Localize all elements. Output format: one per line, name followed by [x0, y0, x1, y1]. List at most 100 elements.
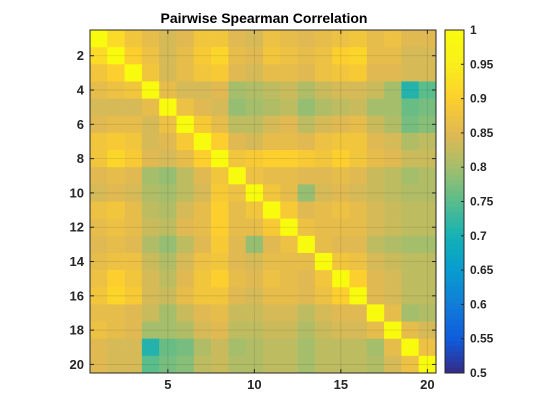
- heatmap-cell: [245, 184, 264, 202]
- heatmap-cell: [418, 338, 437, 357]
- heatmap-cell: [349, 64, 368, 82]
- colorbar-tick-label: 0.75: [470, 195, 494, 209]
- heatmap-cell: [90, 252, 108, 271]
- colorbar-segment: [445, 362, 464, 369]
- heatmap-cell: [141, 304, 160, 322]
- colorbar-segment: [445, 30, 464, 36]
- colorbar-segment: [445, 314, 464, 320]
- colorbar-segment: [445, 346, 464, 352]
- heatmap-cell: [211, 218, 229, 237]
- heatmap-cell: [263, 355, 281, 374]
- heatmap-cell: [280, 270, 298, 288]
- heatmap-cell: [107, 235, 125, 254]
- heatmap-cell: [124, 321, 143, 339]
- heatmap-cell: [245, 30, 264, 48]
- heatmap-cell: [366, 132, 385, 151]
- heatmap-cell: [332, 132, 350, 151]
- heatmap-cell: [141, 115, 160, 134]
- heatmap-cell: [245, 338, 264, 357]
- heatmap-cell: [193, 287, 212, 305]
- y-tick-label: 4: [77, 83, 85, 98]
- heatmap-cell: [90, 81, 108, 99]
- heatmap-cell: [159, 355, 177, 374]
- heatmap-cell: [401, 338, 419, 357]
- heatmap-cell: [107, 252, 125, 271]
- heatmap-cell: [193, 30, 212, 48]
- heatmap-cell: [228, 338, 246, 357]
- heatmap-cell: [263, 98, 281, 117]
- heatmap-cell: [141, 270, 160, 288]
- heatmap-cell: [401, 47, 419, 65]
- heatmap-cell: [297, 184, 316, 202]
- heatmap-cells: [90, 30, 437, 374]
- heatmap-cell: [280, 115, 298, 134]
- heatmap-cell: [332, 304, 350, 322]
- heatmap-cell: [176, 167, 195, 185]
- heatmap-cell: [332, 184, 350, 202]
- colorbar-segment: [445, 212, 464, 218]
- heatmap-cell: [141, 98, 160, 117]
- heatmap-cell: [332, 252, 350, 271]
- heatmap-cell: [228, 355, 246, 374]
- heatmap-cell: [332, 270, 350, 288]
- heatmap-cell: [228, 321, 246, 339]
- colorbar-segment: [445, 308, 464, 315]
- heatmap-cell: [297, 30, 316, 48]
- y-tick-label: 8: [77, 151, 84, 166]
- heatmap-cell: [124, 64, 143, 82]
- heatmap-cell: [418, 64, 437, 82]
- heatmap-cell: [228, 167, 246, 185]
- heatmap-cell: [297, 287, 316, 305]
- heatmap-cell: [349, 235, 368, 254]
- colorbar-segment: [445, 287, 464, 294]
- heatmap-cell: [401, 98, 419, 117]
- heatmap-cell: [141, 252, 160, 271]
- heatmap-cell: [141, 47, 160, 65]
- heatmap-cell: [245, 218, 264, 237]
- heatmap-cell: [366, 338, 385, 357]
- heatmap-cell: [384, 184, 402, 202]
- heatmap-cell: [141, 321, 160, 339]
- heatmap-cell: [90, 338, 108, 357]
- heatmap-cell: [193, 132, 212, 151]
- heatmap-cell: [418, 167, 437, 185]
- heatmap-cell: [263, 115, 281, 134]
- heatmap-cell: [366, 30, 385, 48]
- heatmap-cell: [332, 201, 350, 219]
- heatmap-cell: [124, 270, 143, 288]
- heatmap-cell: [314, 270, 333, 288]
- heatmap-cell: [211, 201, 229, 219]
- heatmap-cell: [314, 252, 333, 271]
- heatmap-cell: [124, 218, 143, 237]
- colorbar-segment: [445, 99, 464, 106]
- heatmap-cell: [401, 64, 419, 82]
- heatmap-cell: [124, 167, 143, 185]
- heatmap-cell: [349, 201, 368, 219]
- colorbar-segment: [445, 180, 464, 186]
- heatmap-cell: [90, 150, 108, 168]
- heatmap-cell: [159, 270, 177, 288]
- heatmap-cell: [107, 287, 125, 305]
- heatmap-cell: [263, 30, 281, 48]
- heatmap-cell: [332, 64, 350, 82]
- heatmap-cell: [176, 270, 195, 288]
- heatmap-cell: [314, 115, 333, 134]
- heatmap-cell: [211, 47, 229, 65]
- heatmap-cell: [159, 252, 177, 271]
- heatmap-cell: [280, 235, 298, 254]
- heatmap-cell: [297, 167, 316, 185]
- heatmap-cell: [384, 338, 402, 357]
- heatmap-cell: [176, 201, 195, 219]
- heatmap-cell: [297, 304, 316, 322]
- heatmap-cell: [193, 218, 212, 237]
- colorbar-segment: [445, 201, 464, 208]
- colorbar-segment: [445, 335, 464, 342]
- heatmap-cell: [263, 270, 281, 288]
- heatmap-cell: [211, 304, 229, 322]
- heatmap-cell: [349, 167, 368, 185]
- heatmap-cell: [124, 30, 143, 48]
- heatmap-cell: [297, 115, 316, 134]
- colorbar-segment: [445, 163, 464, 170]
- heatmap-cell: [332, 30, 350, 48]
- heatmap-cell: [280, 98, 298, 117]
